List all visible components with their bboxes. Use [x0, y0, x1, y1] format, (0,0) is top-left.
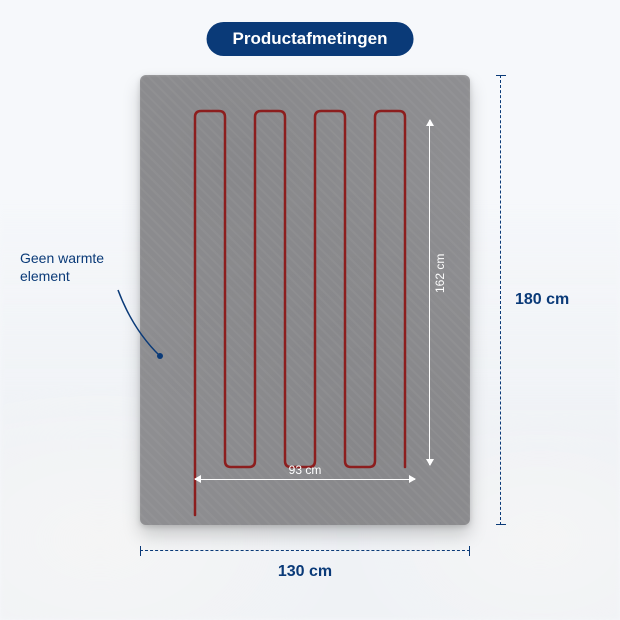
outer-height-dimension: 180 cm [500, 75, 501, 525]
outer-width-label: 130 cm [278, 563, 332, 581]
outer-height-label: 180 cm [515, 291, 569, 309]
title-pill: Productafmetingen [207, 22, 414, 56]
inner-height-dimension: 162 cm [429, 120, 430, 465]
inner-width-label: 93 cm [289, 463, 322, 477]
no-heat-callout-text: Geen warmte element [20, 250, 104, 284]
title-text: Productafmetingen [233, 29, 388, 48]
callout-leader-line [118, 290, 163, 360]
heating-wire [140, 75, 470, 525]
outer-width-dimension: 130 cm [140, 550, 470, 551]
blanket-stage: 162 cm 93 cm [140, 75, 470, 525]
no-heat-callout: Geen warmte element [20, 250, 135, 285]
inner-width-dimension: 93 cm [195, 479, 415, 480]
inner-height-label: 162 cm [433, 253, 447, 292]
